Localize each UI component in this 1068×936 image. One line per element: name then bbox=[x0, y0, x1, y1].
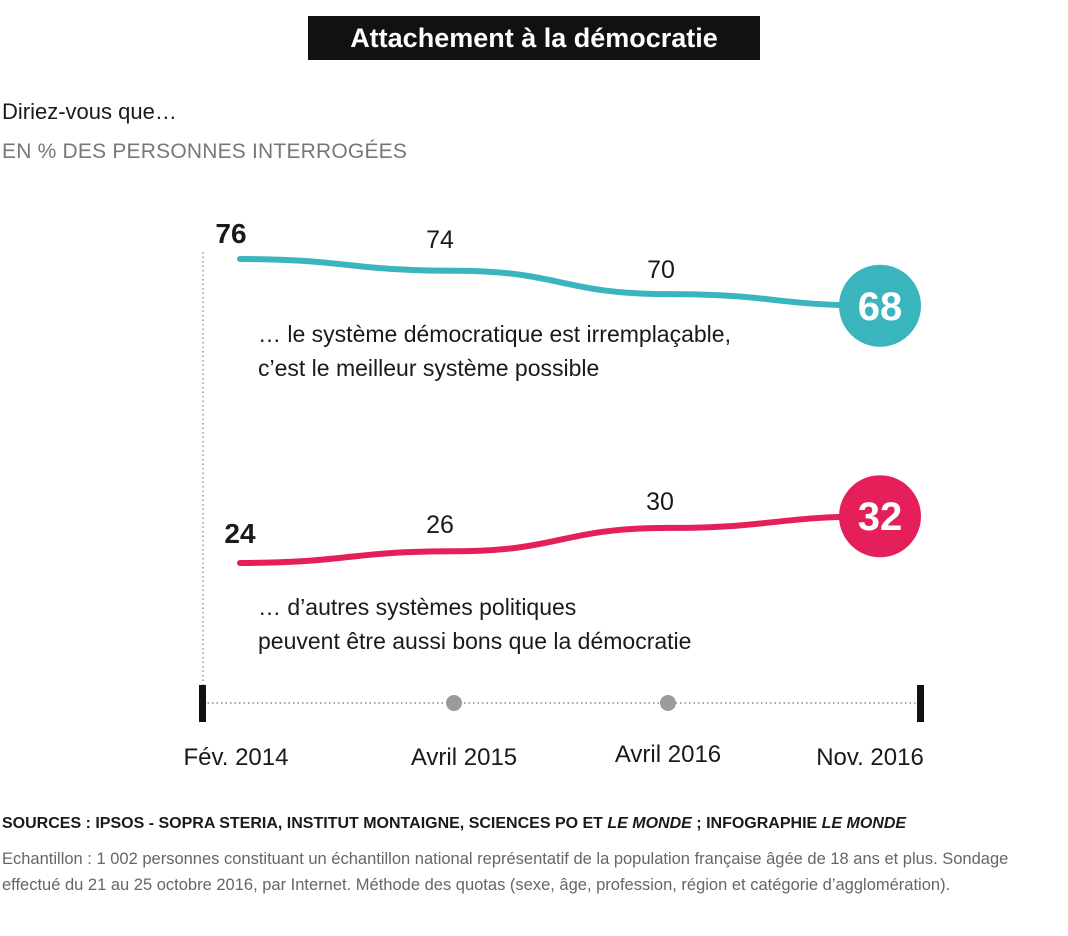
x-tick-label: Fév. 2014 bbox=[184, 744, 289, 771]
sources-text-1: SOURCES : IPSOS - SOPRA STERIA, INSTITUT… bbox=[2, 815, 608, 832]
data-label: 30 bbox=[646, 488, 674, 516]
sources-line: SOURCES : IPSOS - SOPRA STERIA, INSTITUT… bbox=[2, 815, 906, 833]
series-name-line: c’est le meilleur système possible bbox=[258, 355, 599, 381]
axis-dot-2 bbox=[660, 695, 676, 711]
series-name-line: … le système démocratique est irremplaça… bbox=[258, 321, 731, 347]
data-label: 26 bbox=[426, 511, 454, 539]
series-name-line: peuvent être aussi bons que la démocrati… bbox=[258, 628, 691, 654]
end-value-label: 68 bbox=[858, 285, 903, 329]
sources-text-2: LE MONDE bbox=[607, 815, 692, 832]
axis-start-tick bbox=[199, 685, 206, 722]
methodology-note: Echantillon : 1 002 personnes constituan… bbox=[2, 850, 1009, 894]
data-label: 74 bbox=[426, 226, 454, 254]
series-line-autres bbox=[237, 513, 883, 566]
series-name-line: … d’autres systèmes politiques bbox=[258, 594, 576, 620]
x-tick-label: Nov. 2016 bbox=[816, 744, 924, 771]
axis-dot-1 bbox=[446, 695, 462, 711]
end-value-label: 32 bbox=[858, 495, 903, 539]
series-line-irremplacable bbox=[237, 256, 883, 309]
x-tick-label: Avril 2015 bbox=[411, 744, 517, 771]
end-point-circle-autres bbox=[839, 475, 921, 558]
sources-text-4: LE MONDE bbox=[821, 815, 907, 832]
data-label: 76 bbox=[215, 218, 246, 249]
data-label: 70 bbox=[647, 256, 675, 284]
data-label: 24 bbox=[224, 518, 256, 549]
sources-text-3: ; INFOGRAPHIE bbox=[691, 815, 822, 832]
chart-title: Attachement à la démocratie bbox=[308, 16, 760, 60]
chart-question: Diriez-vous que… bbox=[2, 99, 177, 124]
x-tick-label: Avril 2016 bbox=[615, 741, 721, 768]
line-chart: Fév. 2014 Avril 2015 Avril 2016 Nov. 2016 76… bbox=[184, 218, 924, 771]
end-point-circle-irremplacable bbox=[839, 264, 921, 347]
axis-end-tick bbox=[917, 685, 924, 722]
chart-unit: EN % DES PERSONNES INTERROGÉES bbox=[2, 140, 408, 163]
